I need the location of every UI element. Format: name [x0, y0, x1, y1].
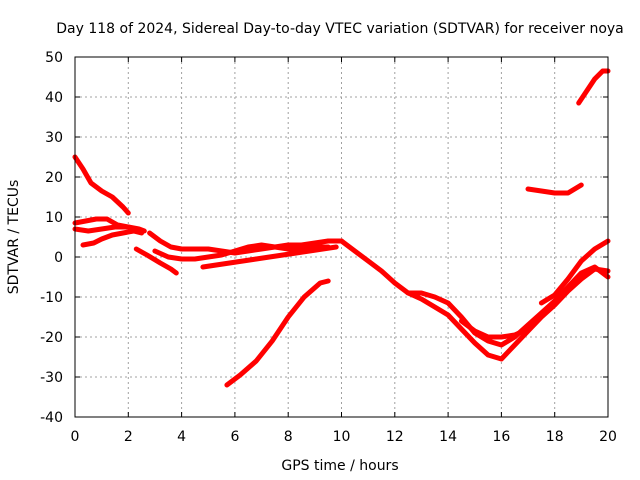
x-tick-label: 14 — [439, 429, 457, 445]
series-arc-j — [339, 238, 611, 362]
series-arc-c — [72, 224, 145, 234]
y-tick-label: -40 — [40, 410, 63, 426]
y-tick-label: 20 — [45, 170, 63, 186]
x-axis-label: GPS time / hours — [281, 458, 398, 474]
series-arc-f — [147, 230, 344, 256]
series-arc-o — [576, 68, 611, 106]
series-arc-h — [200, 244, 339, 270]
y-tick-label: -30 — [40, 370, 63, 386]
axis-ticks — [74, 56, 609, 418]
x-tick-label: 20 — [599, 429, 617, 445]
y-tick-label: 30 — [45, 130, 63, 146]
data-series — [72, 68, 611, 388]
series-arc-l — [458, 318, 531, 340]
series-arc-g — [152, 242, 331, 262]
y-tick-label: 10 — [45, 210, 63, 226]
y-tick-label: 50 — [45, 50, 63, 66]
series-arc-e — [133, 246, 179, 276]
x-tick-label: 16 — [492, 429, 510, 445]
series-arc-k — [405, 264, 611, 348]
series-arc-n — [525, 182, 584, 196]
y-tick-label: 40 — [45, 90, 63, 106]
x-tick-label: 10 — [333, 429, 351, 445]
chart-title: Day 118 of 2024, Sidereal Day-to-day VTE… — [56, 21, 624, 37]
x-tick-label: 18 — [546, 429, 564, 445]
series-arc-a — [72, 154, 131, 216]
series-arc-m — [538, 238, 611, 306]
series-arc-i — [224, 278, 331, 388]
y-tick-label: -20 — [40, 330, 63, 346]
y-tick-label: -10 — [40, 290, 63, 306]
x-tick-label: 6 — [230, 429, 239, 445]
x-tick-label: 2 — [124, 429, 133, 445]
series-arc-d — [80, 228, 145, 248]
y-axis-label: SDTVAR / TECUs — [6, 180, 22, 295]
x-tick-labels: 0 2 4 6 8 10 12 14 16 18 20 — [71, 429, 617, 445]
x-tick-label: 8 — [284, 429, 293, 445]
y-tick-labels: -40 -30 -20 -10 0 10 20 30 40 50 — [40, 50, 63, 426]
x-tick-label: 12 — [386, 429, 404, 445]
y-tick-label: 0 — [54, 250, 63, 266]
x-tick-label: 0 — [71, 429, 80, 445]
grid-lines — [75, 57, 608, 417]
x-tick-label: 4 — [177, 429, 186, 445]
